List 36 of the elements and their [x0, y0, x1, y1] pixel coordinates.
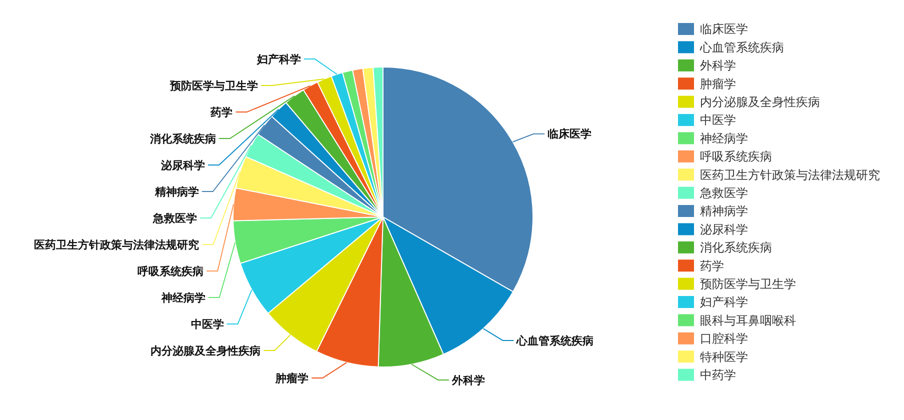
slice-label: 呼吸系统疾病: [138, 264, 204, 278]
slice-label: 内分泌腺及全身性疾病: [150, 344, 261, 358]
legend-label: 急救医学: [699, 186, 748, 200]
legend-label: 肿瘤学: [700, 76, 736, 91]
legend-label: 内分泌腺及全身性疾病: [700, 95, 820, 109]
legend-label: 外科学: [700, 58, 736, 73]
slice-label: 泌尿科学: [160, 158, 206, 172]
legend-label: 临床医学: [700, 22, 748, 36]
slice-label: 药学: [210, 106, 233, 119]
legend-label: 预防医学与卫生学: [700, 277, 796, 291]
legend-label: 中药学: [700, 368, 736, 382]
legend-label: 中医学: [700, 113, 736, 128]
legend-label: 精神病学: [700, 204, 748, 218]
legend-label: 消化系统疾病: [700, 240, 772, 255]
slice-label: 消化系统疾病: [148, 132, 216, 146]
slice-label: 急救医学: [152, 212, 198, 225]
legend-label: 眼科与耳鼻咽喉科: [700, 313, 796, 328]
legend-label: 神经病学: [700, 131, 748, 146]
slice-label: 妇产科学: [256, 52, 301, 66]
slice-label: 医药卫生方针政策与法律法规研究: [34, 238, 200, 252]
slice-label: 神经病学: [160, 291, 206, 304]
legend-label: 泌尿科学: [700, 222, 748, 236]
legend-label: 妇产科学: [700, 295, 748, 310]
legend-label: 药学: [700, 258, 724, 273]
slice-label: 临床医学: [548, 128, 592, 141]
legend-label: 心血管系统疾病: [699, 40, 784, 54]
slice-label: 肿瘤学: [274, 372, 309, 385]
legend-label: 特种医学: [700, 350, 748, 364]
slice-label: 精神病学: [154, 185, 199, 198]
legend-label: 医药卫生方针政策与法律法规研究: [700, 168, 880, 182]
legend-label: 呼吸系统疾病: [700, 150, 772, 164]
slice-label: 外科学: [451, 374, 486, 387]
legend-label: 口腔科学: [700, 332, 748, 346]
slice-label: 预防医学与卫生学: [169, 79, 258, 92]
slice-label: 心血管系统疾病: [516, 334, 594, 348]
slice-label: 中医学: [190, 318, 224, 331]
